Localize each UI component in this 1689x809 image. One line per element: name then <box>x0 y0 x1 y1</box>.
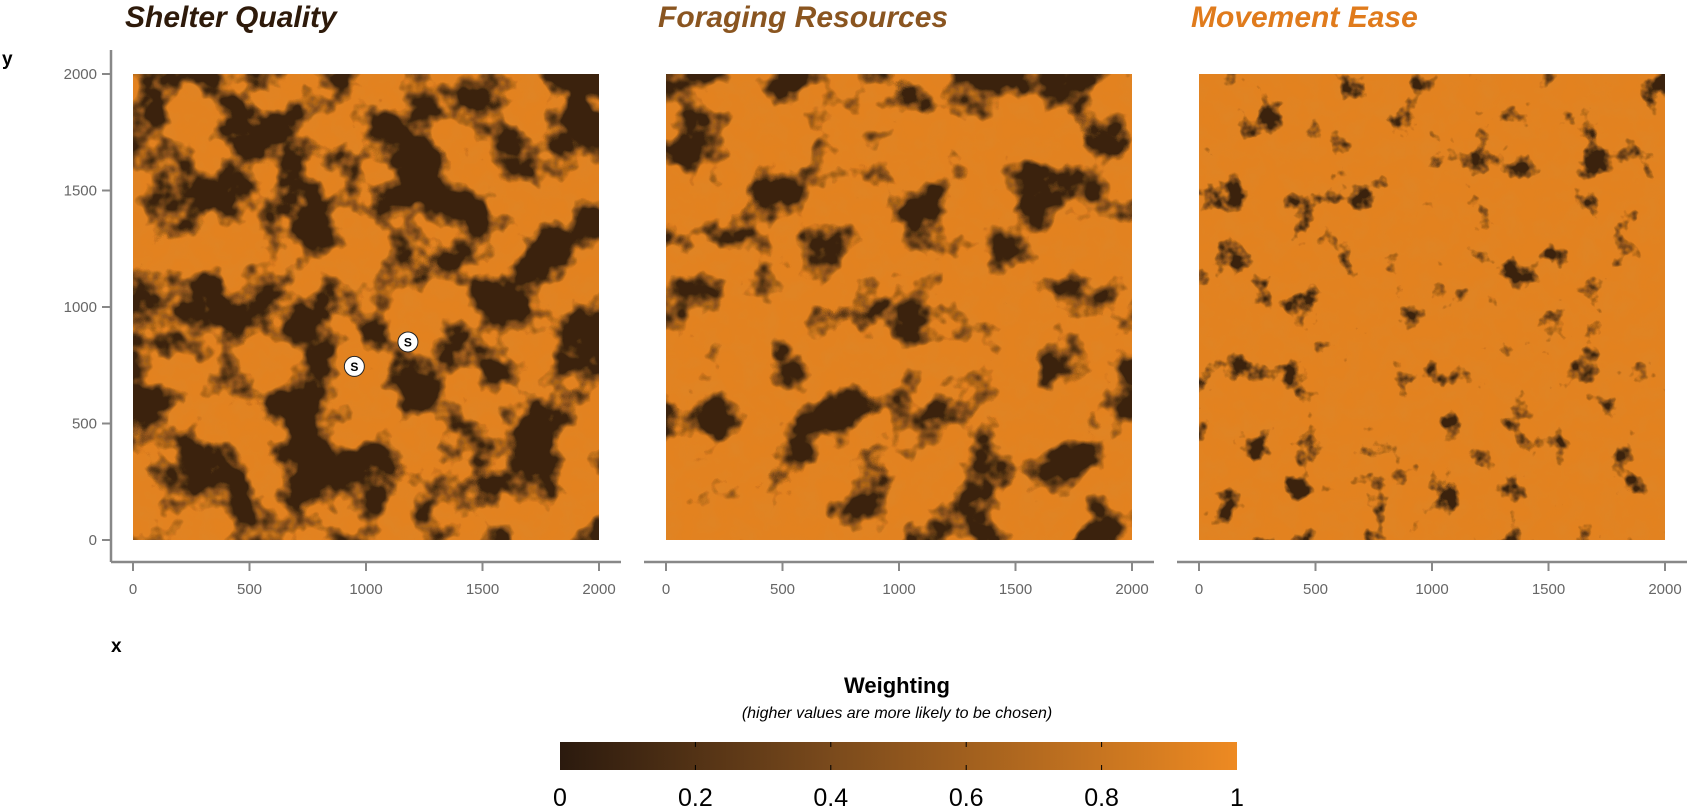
x-tick-label: 500 <box>1303 581 1328 598</box>
x-tick-label: 2000 <box>1648 581 1681 598</box>
colorbar-tick-label: 0.6 <box>949 784 984 809</box>
y-tick-label: 2000 <box>64 66 97 83</box>
shelter-marker-label: S <box>350 360 358 374</box>
x-axis-label: x <box>111 636 122 657</box>
panels-group: Shelter Quality 0 500 1000 1500 2000 S S Foragin… <box>64 1 1687 598</box>
shelter-marker <box>343 355 365 377</box>
panel-1-heatmap <box>133 74 599 540</box>
legend-title: Weighting <box>844 673 950 698</box>
colorbar-tick-label: 0.2 <box>678 784 713 809</box>
panel-1: Shelter Quality 0 500 1000 1500 2000 S S <box>111 1 621 598</box>
y-tick-label: 0 <box>89 532 97 549</box>
x-tick-label: 1000 <box>1415 581 1448 598</box>
x-tick-label: 1500 <box>1532 581 1565 598</box>
x-tick-label: 0 <box>662 581 670 598</box>
x-tick-label: 1000 <box>349 581 382 598</box>
panel-2-heatmap <box>666 74 1132 540</box>
panel-3-heatmap <box>1199 74 1665 540</box>
legend-subtitle: (higher values are more likely to be cho… <box>742 705 1052 722</box>
panel-2-title: Foraging Resources <box>658 1 948 34</box>
x-tick-label: 1500 <box>466 581 499 598</box>
x-tick-label: 1000 <box>882 581 915 598</box>
colorbar-legend: Weighting (higher values are more likely… <box>553 673 1244 809</box>
x-tick-label: 2000 <box>582 581 615 598</box>
x-tick-label: 0 <box>1195 581 1203 598</box>
x-tick-label: 500 <box>770 581 795 598</box>
x-tick-label: 0 <box>129 581 137 598</box>
colorbar-tick-label: 1 <box>1230 784 1244 809</box>
panel-3-title: Movement Ease <box>1191 1 1418 34</box>
panel-1-title: Shelter Quality <box>125 1 338 34</box>
colorbar <box>560 742 1237 770</box>
y-axis-label: y <box>2 49 13 70</box>
colorbar-tick-label: 0.8 <box>1084 784 1119 809</box>
y-tick-label: 500 <box>72 416 97 433</box>
x-tick-label: 1500 <box>999 581 1032 598</box>
panel-2: Foraging Resources 0 500 1000 1500 2000 <box>644 1 1154 598</box>
colorbar-tick-label: 0 <box>553 784 567 809</box>
x-tick-label: 500 <box>237 581 262 598</box>
shelter-marker-label: S <box>404 335 412 349</box>
y-tick-label: 1500 <box>64 183 97 200</box>
x-tick-label: 2000 <box>1115 581 1148 598</box>
y-tick-label: 1000 <box>64 299 97 316</box>
colorbar-tick-label: 0.4 <box>813 784 848 809</box>
shelter-marker <box>397 331 419 353</box>
panel-3: Movement Ease 0 500 1000 1500 2000 <box>1177 1 1687 598</box>
